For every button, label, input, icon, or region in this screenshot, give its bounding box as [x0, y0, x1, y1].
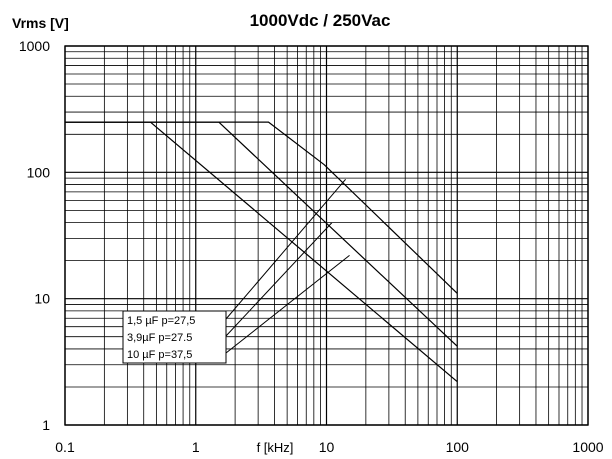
legend-box — [122, 310, 227, 364]
legend-leader-line — [225, 255, 350, 354]
x-tick-label: 100 — [446, 439, 470, 455]
series-line-1 — [65, 121, 458, 294]
x-axis-label: f [kHz] — [257, 440, 294, 455]
legend: 1,5 µF p=27,5 3,9µF p=27.5 10 µF p=37,5 — [122, 179, 350, 364]
x-tick-label: 10 — [319, 439, 335, 455]
legend-entry: 10 µF p=37,5 — [127, 349, 192, 361]
x-tick-label: 1 — [192, 439, 200, 455]
legend-leader-line — [225, 222, 333, 337]
legend-entry: 1,5 µF p=27,5 — [127, 315, 195, 327]
chart-title: 1000Vdc / 250Vac — [250, 11, 391, 30]
legend-leader-line — [225, 179, 346, 320]
legend-entry: 3,9µF p=27.5 — [127, 332, 192, 344]
y-axis-label: Vrms [V] — [12, 15, 69, 31]
y-tick-label: 1 — [42, 417, 50, 433]
series-line-3 — [65, 121, 458, 383]
series-lines — [65, 121, 458, 383]
y-tick-label: 10 — [34, 291, 50, 307]
grid — [64, 45, 589, 426]
plot-frame — [64, 45, 589, 426]
x-tick-label: 0.1 — [55, 439, 75, 455]
y-tick-label: 100 — [27, 164, 51, 180]
axis-ticks: 0.1 1 10 100 1000 1 10 100 1000 — [19, 38, 604, 455]
y-tick-label: 1000 — [19, 38, 50, 54]
x-tick-label: 1000 — [572, 439, 603, 455]
